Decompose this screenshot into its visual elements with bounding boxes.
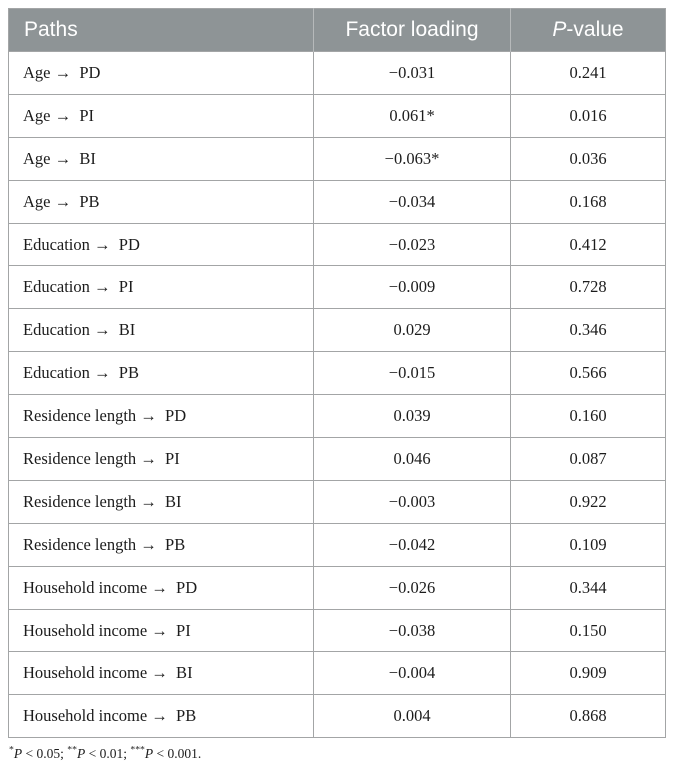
p-value-cell: 0.036 [510,136,666,181]
path-cell: Household income → PD [8,565,314,610]
p-value-cell: 0.109 [510,522,666,567]
factor-loading-cell: 0.029 [313,308,511,352]
p-value-cell: 0.909 [510,651,666,695]
factor-loading-cell: −0.034 [313,179,511,224]
table-row: Education → PB −0.015 0.566 [8,351,666,395]
table-row: Age → PI 0.061* 0.016 [8,93,666,138]
footnote-p-2: P [76,746,86,762]
footnote-threshold-1: < 0.05; [22,746,68,762]
table-row: Household income → PD −0.026 0.344 [8,565,666,610]
asterisk-3: *** [130,744,145,756]
factor-loading-cell: 0.061* [313,93,511,138]
table-row: Education → PI −0.009 0.728 [8,265,666,309]
factor-loading-cell: −0.023 [313,222,511,266]
table-row: Age → PB −0.034 0.168 [8,179,666,224]
path-cell: Residence length → BI [8,479,314,524]
factor-loading-cell: −0.042 [313,522,511,567]
table-row: Residence length → PD 0.039 0.160 [8,394,666,438]
path-cell: Residence length → PD [8,394,314,438]
factor-loading-cell: −0.003 [313,479,511,524]
footnote-threshold-2: < 0.01; [85,746,131,762]
table-row: Residence length → PI 0.046 0.087 [8,437,666,481]
header-factor-loading: Factor loading [313,8,511,52]
path-cell: Education → BI [8,308,314,352]
path-cell: Age → BI [8,136,314,181]
p-value-cell: 0.922 [510,479,666,524]
factor-loading-cell: −0.009 [313,265,511,309]
footnote-sig-2: **P < 0.01; [67,744,131,762]
factor-loading-cell: −0.026 [313,565,511,610]
path-cell: Age → PB [8,179,314,224]
p-value-cell: 0.566 [510,351,666,395]
path-cell: Age → PD [8,51,314,95]
p-value-cell: 0.344 [510,565,666,610]
p-value-suffix: -value [566,18,624,41]
table-row: Education → BI 0.029 0.346 [8,308,666,352]
table-row: Household income → PB 0.004 0.868 [8,694,666,738]
path-cell: Residence length → PI [8,437,314,481]
p-value-cell: 0.346 [510,308,666,352]
footnote-p-1: P [13,746,23,762]
table-row: Residence length → BI −0.003 0.922 [8,479,666,524]
asterisk-1: * [9,744,14,756]
factor-loading-cell: 0.046 [313,437,511,481]
factor-loading-cell: −0.015 [313,351,511,395]
path-cell: Age → PI [8,93,314,138]
footnote-threshold-3: < 0.001. [153,746,202,762]
p-value-cell: 0.160 [510,394,666,438]
path-cell: Household income → BI [8,651,314,695]
footnote-sig-1: *P < 0.05; [9,744,68,762]
p-value-cell: 0.016 [510,93,666,138]
table-row: Household income → PI −0.038 0.150 [8,608,666,652]
p-value-cell: 0.728 [510,265,666,309]
footnote-sig-3: ***P < 0.001. [130,744,202,762]
p-value-cell: 0.168 [510,179,666,224]
table-row: Age → PD −0.031 0.241 [8,51,666,95]
table-row: Residence length → PB −0.042 0.109 [8,522,666,567]
factor-loading-cell: 0.039 [313,394,511,438]
header-paths: Paths [8,8,314,52]
path-cell: Residence length → PB [8,522,314,567]
table-row: Household income → BI −0.004 0.909 [8,651,666,695]
factor-loading-cell: −0.004 [313,651,511,695]
factor-loading-cell: 0.004 [313,694,511,738]
header-p-value: P-value [510,8,666,52]
footnote: *P < 0.05; **P < 0.01; ***P < 0.001. [9,744,665,762]
p-value-cell: 0.241 [510,51,666,95]
factor-loading-cell: −0.038 [313,608,511,652]
p-value-italic-p: P [552,18,567,41]
factor-loading-cell: −0.031 [313,51,511,95]
table-row: Education → PD −0.023 0.412 [8,222,666,266]
p-value-cell: 0.868 [510,694,666,738]
path-cell: Education → PI [8,265,314,309]
p-value-cell: 0.412 [510,222,666,266]
table-body: Age → PD −0.031 0.241 Age → PI 0.061* 0.… [8,51,666,738]
p-value-cell: 0.087 [510,437,666,481]
path-cell: Education → PD [8,222,314,266]
header-row: Paths Factor loading P-value [8,8,666,52]
table-row: Age → BI −0.063* 0.036 [8,136,666,181]
path-cell: Household income → PB [8,694,314,738]
footnote-p-3: P [144,746,154,762]
p-value-cell: 0.150 [510,608,666,652]
path-analysis-table: Paths Factor loading P-value Age → PD −0… [8,8,666,739]
table-header: Paths Factor loading P-value [8,8,666,52]
path-cell: Household income → PI [8,608,314,652]
factor-loading-cell: −0.063* [313,136,511,181]
path-cell: Education → PB [8,351,314,395]
asterisk-2: ** [67,744,77,756]
